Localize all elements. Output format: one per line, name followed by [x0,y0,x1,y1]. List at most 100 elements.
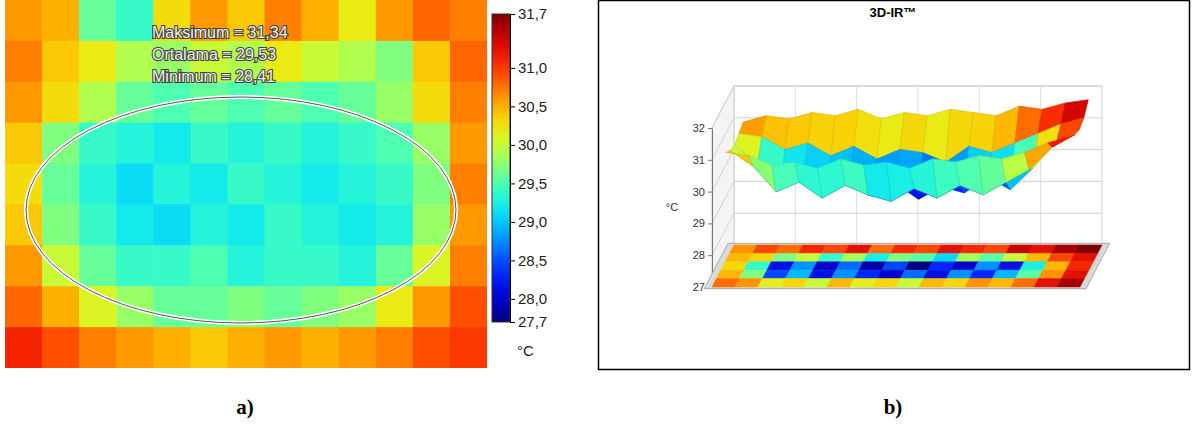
z-axis-title: °C [666,201,678,213]
surface-facet [1025,143,1052,170]
heatmap-cell [5,41,43,82]
heatmap-cell [339,41,377,82]
heatmap-cell [190,245,228,286]
colorbar-tick-mark [510,14,515,15]
surface-facet [956,156,983,195]
floor-cell [744,262,771,270]
panel-label: a) [236,395,254,419]
stat-annotation: Maksimum = 31,34 [152,24,288,41]
heatmap-cell [116,41,154,82]
heatmap-cell [376,327,414,368]
heatmap-cell [5,164,43,205]
floor-cell [712,279,739,287]
floor-cell [992,270,1019,278]
colorbar-tick-label: 30,0 [518,136,547,153]
heatmap-cell [376,82,414,123]
floor-cell [983,245,1010,253]
floor-cell [831,270,858,278]
floor-cell [854,270,881,278]
floor-cell [1075,245,1102,253]
colorbar-tick: 30,5 [510,98,547,115]
z-tick-mark [708,160,712,161]
heatmap-cell [376,41,414,82]
heatmap-cell [5,82,43,123]
z-tick-label: 30 [693,186,705,198]
colorbar-tick-label: 31,7 [518,5,547,22]
heatmap-cell [376,204,414,245]
colorbar-tick: 30,0 [510,136,547,153]
heatmap-cell [302,286,340,327]
heatmap-cell [265,245,303,286]
panel-frame [599,1,1190,370]
z-tick-label: 32 [693,122,705,134]
colorbar-tick-label: 27,7 [518,313,547,330]
floor-cell [937,245,964,253]
heatmap-cell [450,327,487,368]
z-tick-mark [708,192,712,193]
colorbar-tick: 29,5 [510,175,547,192]
z-tick-label: 27 [693,281,705,293]
surface-marks [704,100,1110,289]
heatmap-cell [190,327,228,368]
heatmap-cell [79,164,117,205]
floor-map [704,243,1110,288]
floor-cell [758,279,785,287]
floor-cell [799,245,826,253]
floor-cell [804,279,831,287]
heatmap-cell [413,0,451,41]
roi-ellipse-inner [26,97,456,323]
surface-facet [726,150,753,166]
floor-cell [790,262,817,270]
floor-cell [914,245,941,253]
floor-cell [785,270,812,278]
floor-cell [969,270,996,278]
floor-cell [923,270,950,278]
surface-facet [818,159,845,198]
heatmap-cell [79,0,117,41]
heatmap-cell [413,82,451,123]
heatmap-cell [339,123,377,164]
heatmap-cell [450,286,487,327]
floor-cell [1057,279,1084,287]
colorbar-tick: 31,7 [510,5,547,22]
heatmap-cell [227,164,265,205]
floor-cell [909,253,936,261]
floor-cell [794,253,821,261]
colorbar-unit: °C [517,342,534,359]
floor-cell [753,245,780,253]
heatmap-cell [339,327,377,368]
heatmap-cell [227,327,265,368]
heatmap-cell [153,245,191,286]
heatmap-cell [42,82,80,123]
heatmap-cell [153,123,191,164]
z-tick: 30 [693,186,712,198]
floor-cell [946,270,973,278]
floor-cell [988,279,1015,287]
z-tick-mark [708,223,712,224]
floor-cell [873,279,900,287]
floor-cell [1001,253,1028,261]
z-tick-label: 31 [693,154,705,166]
floor-cell [900,270,927,278]
colorbar-tick: 28,0 [510,290,547,307]
colorbar-tick-label: 28,0 [518,290,547,307]
surface-facet [1048,134,1075,147]
colorbar-tick: 29,0 [510,213,547,230]
floor-cell [997,262,1024,270]
surface-facet [841,159,868,195]
z-tick-label: 28 [693,249,705,261]
floor-cell [1011,279,1038,287]
heatmap-cells [5,0,487,368]
heatmap-cell [5,204,43,245]
colorbar-axis-line [510,15,511,323]
surface-facet [887,162,914,201]
floor-cell [1024,253,1051,261]
heatmap-cell [339,0,377,41]
colorbar-tick-mark [510,260,515,261]
floor-cell [1052,245,1079,253]
floor-cell [725,253,752,261]
floor-cell [781,279,808,287]
floor-cell [1061,270,1088,278]
floor-cell [721,262,748,270]
floor-cell [955,253,982,261]
